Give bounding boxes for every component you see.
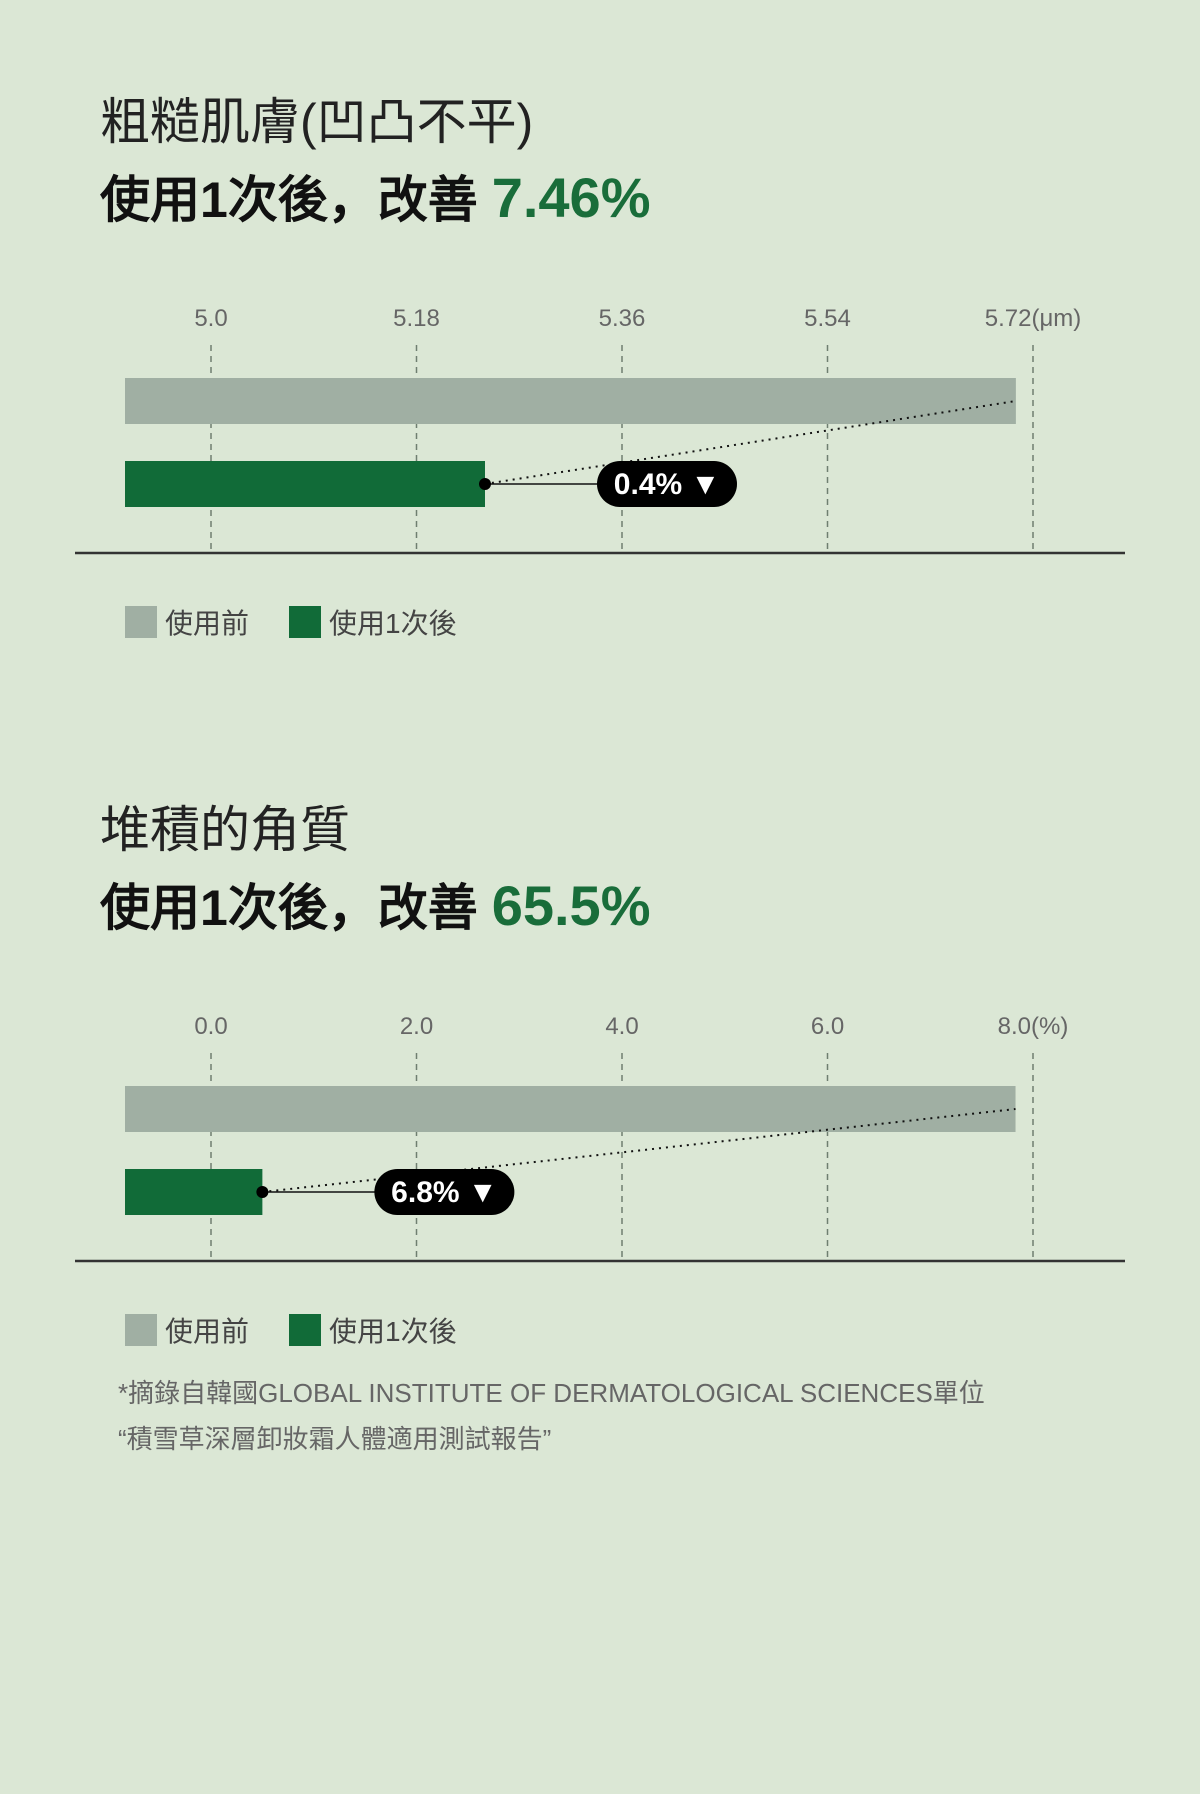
tick-label: 6.0 — [811, 1013, 844, 1040]
improvement-value: 7.46% — [491, 166, 651, 229]
legend-item-after: 使用1次後 — [289, 602, 457, 642]
bar-after — [125, 461, 485, 507]
chart-title: 堆積的角質 — [100, 802, 350, 858]
legend-label-after: 使用1次後 — [329, 608, 457, 639]
chart-title: 粗糙肌膚(凹凸不平) — [100, 94, 534, 150]
legend-label-before: 使用前 — [165, 608, 250, 639]
subtitle-prefix: 使用1次後，改善 — [100, 880, 492, 936]
bar-before — [125, 1086, 1016, 1132]
bar-chart: 0.0 2.0 4.0 6.0 8.0(%) 6.8% ▼ — [75, 1013, 1125, 1263]
legend-item-before: 使用前 — [125, 602, 249, 642]
legend-swatch-after — [289, 1314, 322, 1346]
change-tag — [597, 461, 737, 507]
chart-legend: 使用前 使用1次後 — [125, 602, 497, 642]
legend-swatch-before — [125, 606, 157, 638]
change-tag — [374, 1169, 515, 1215]
tick-label: 4.0 — [605, 1013, 638, 1040]
tick-label: 5.18 — [393, 305, 440, 332]
footnote-line-1: *摘錄自韓國GLOBAL INSTITUTE OF DERMATOLOGICAL… — [118, 1378, 985, 1408]
legend-item-after: 使用1次後 — [289, 1310, 457, 1350]
legend-item-before: 使用前 — [125, 1310, 249, 1350]
footnote-line-2: “積雪草深層卸妝霜人體適用測試報告” — [118, 1424, 552, 1454]
tick-label: 8.0(%) — [998, 1013, 1069, 1040]
tick-label: 5.0 — [194, 305, 227, 332]
tag-dot — [256, 1186, 269, 1198]
bar-after — [125, 1169, 263, 1215]
subtitle-prefix: 使用1次後，改善 — [100, 172, 492, 228]
change-tag-label: 0.4% ▼ — [614, 468, 720, 501]
tick-label: 5.72(μm) — [985, 305, 1082, 332]
legend-label-after: 使用1次後 — [329, 1316, 457, 1347]
bar-chart: 5.0 5.18 5.36 5.54 5.72(μm) 0.4% ▼ — [75, 305, 1125, 555]
change-tag-label: 6.8% ▼ — [391, 1176, 497, 1209]
bar-before — [125, 378, 1016, 424]
legend-swatch-after — [289, 606, 322, 638]
chart-subtitle: 使用1次後，改善 7.46% — [100, 166, 651, 232]
tag-dot — [479, 478, 491, 490]
footnote: *摘錄自韓國GLOBAL INSTITUTE OF DERMATOLOGICAL… — [118, 1370, 985, 1462]
tick-label: 5.36 — [599, 305, 646, 332]
chart-subtitle: 使用1次後，改善 65.5% — [100, 874, 651, 940]
legend-swatch-before — [125, 1314, 157, 1346]
improvement-value: 65.5% — [491, 874, 651, 937]
tick-label: 5.54 — [804, 305, 851, 332]
chart-legend: 使用前 使用1次後 — [125, 1310, 497, 1350]
tick-label: 0.0 — [194, 1013, 227, 1040]
tick-label: 2.0 — [400, 1013, 433, 1040]
legend-label-before: 使用前 — [165, 1316, 250, 1347]
